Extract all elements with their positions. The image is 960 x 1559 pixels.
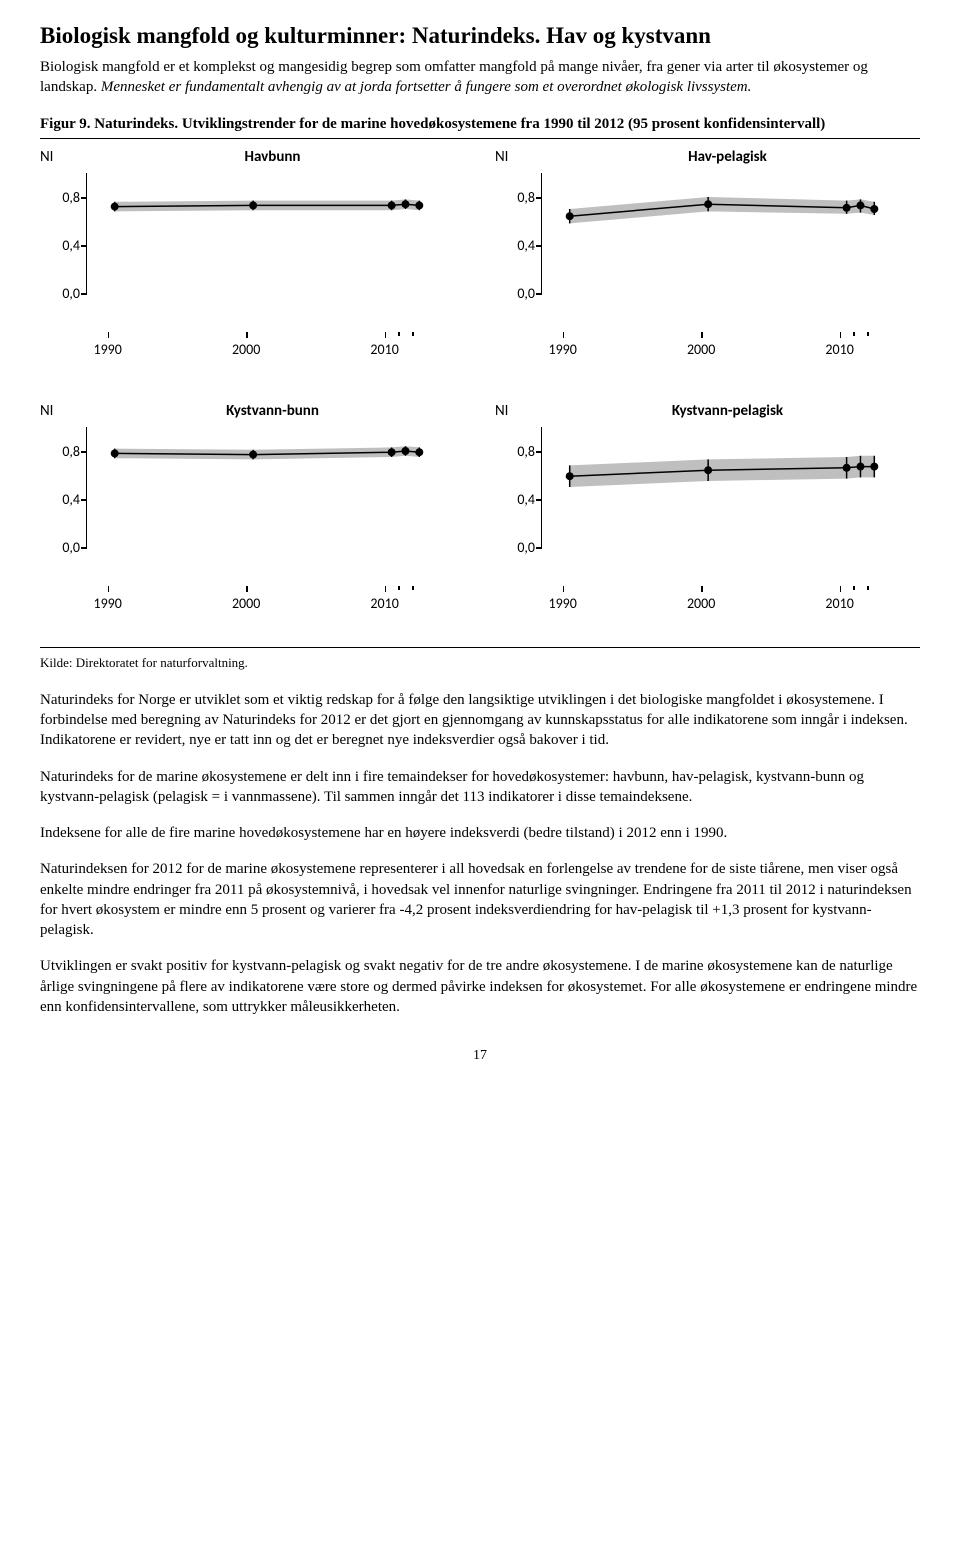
chart-row-1: NIHavbunn0,80,40,0199020002010 NIHav-pel… xyxy=(40,138,920,363)
data-point xyxy=(870,205,878,213)
data-point xyxy=(856,201,864,209)
ci-band xyxy=(570,456,875,487)
y-axis-label: NI xyxy=(495,401,535,421)
chart-havbunn: NIHavbunn 0,8 0,4 0,0 1990 2000 2010 xyxy=(40,147,465,363)
data-point xyxy=(401,447,409,455)
y-tick-label: 0,0 xyxy=(62,539,80,558)
chart-title: Hav-pelagisk xyxy=(535,147,920,167)
x-tick-label: 2010 xyxy=(825,595,853,614)
chart-svg xyxy=(87,427,447,547)
chart-hav-pelagisk: NIHav-pelagisk 0,8 0,4 0,0 1990 2000 2010 xyxy=(495,147,920,363)
data-point xyxy=(415,201,423,209)
chart-title: Kystvann-bunn xyxy=(80,401,465,421)
data-point xyxy=(111,203,119,211)
y-tick-label: 0,4 xyxy=(517,237,535,256)
y-tick-label: 0,4 xyxy=(62,491,80,510)
charts-bottom-rule xyxy=(40,647,920,648)
ci-band xyxy=(570,197,875,223)
body-paragraph: Indeksene for alle de fire marine hovedø… xyxy=(40,823,920,843)
data-point xyxy=(704,466,712,474)
data-point xyxy=(249,201,257,209)
source-line: Kilde: Direktoratet for naturforvaltning… xyxy=(40,654,920,672)
x-tick-label: 2000 xyxy=(232,595,260,614)
y-tick-label: 0,8 xyxy=(517,443,535,462)
x-tick-label: 1990 xyxy=(93,595,121,614)
body-paragraph: Utviklingen er svakt positiv for kystvan… xyxy=(40,956,920,1017)
data-point xyxy=(856,463,864,471)
y-axis-label: NI xyxy=(40,147,80,167)
y-tick-label: 0,8 xyxy=(62,443,80,462)
y-tick-label: 0,0 xyxy=(62,285,80,304)
y-axis-label: NI xyxy=(40,401,80,421)
figure-caption: Figur 9. Naturindeks. Utviklingstrender … xyxy=(40,114,920,134)
chart-kystvann-pelagisk: NIKystvann-pelagisk 0,8 0,4 0,0 1990 2000 2010 xyxy=(495,401,920,617)
data-point xyxy=(111,450,119,458)
data-point xyxy=(566,212,574,220)
x-tick-label: 2010 xyxy=(825,341,853,360)
page-heading: Biologisk mangfold og kulturminner: Natu… xyxy=(40,20,920,51)
data-point xyxy=(843,204,851,212)
x-tick-label: 2000 xyxy=(232,341,260,360)
y-tick-label: 0,8 xyxy=(517,189,535,208)
data-point xyxy=(249,451,257,459)
x-tick-label: 2000 xyxy=(687,341,715,360)
y-tick-label: 0,0 xyxy=(517,285,535,304)
intro-paragraph: Biologisk mangfold er et komplekst og ma… xyxy=(40,57,920,98)
body-paragraph: Naturindeks for de marine økosystemene e… xyxy=(40,767,920,808)
chart-svg xyxy=(87,173,447,293)
y-tick-label: 0,0 xyxy=(517,539,535,558)
x-tick-label: 2010 xyxy=(370,595,398,614)
chart-kystvann-bunn: NIKystvann-bunn 0,8 0,4 0,0 1990 2000 2010 xyxy=(40,401,465,617)
chart-title: Havbunn xyxy=(80,147,465,167)
x-tick-label: 1990 xyxy=(548,341,576,360)
page-number: 17 xyxy=(40,1047,920,1066)
chart-title: Kystvann-pelagisk xyxy=(535,401,920,421)
data-point xyxy=(401,200,409,208)
y-axis-label: NI xyxy=(495,147,535,167)
data-point xyxy=(388,448,396,456)
data-point xyxy=(566,472,574,480)
data-point xyxy=(870,463,878,471)
y-tick-label: 0,4 xyxy=(517,491,535,510)
data-point xyxy=(704,200,712,208)
x-tick-label: 2000 xyxy=(687,595,715,614)
data-point xyxy=(388,201,396,209)
chart-row-2: NIKystvann-bunn0,80,40,0199020002010 NIK… xyxy=(40,393,920,617)
figure-caption-text: Figur 9. Naturindeks. Utviklingstrender … xyxy=(40,116,825,132)
data-point xyxy=(843,464,851,472)
y-tick-label: 0,4 xyxy=(62,237,80,256)
body-paragraph: Naturindeksen for 2012 for de marine øko… xyxy=(40,859,920,940)
x-tick-label: 1990 xyxy=(548,595,576,614)
data-point xyxy=(415,448,423,456)
chart-svg xyxy=(542,427,902,547)
x-tick-label: 1990 xyxy=(93,341,121,360)
intro-italic: Mennesket er fundamentalt avhengig av at… xyxy=(101,79,752,95)
x-tick-label: 2010 xyxy=(370,341,398,360)
body-paragraph: Naturindeks for Norge er utviklet som et… xyxy=(40,690,920,751)
y-tick-label: 0,8 xyxy=(62,189,80,208)
chart-svg xyxy=(542,173,902,293)
